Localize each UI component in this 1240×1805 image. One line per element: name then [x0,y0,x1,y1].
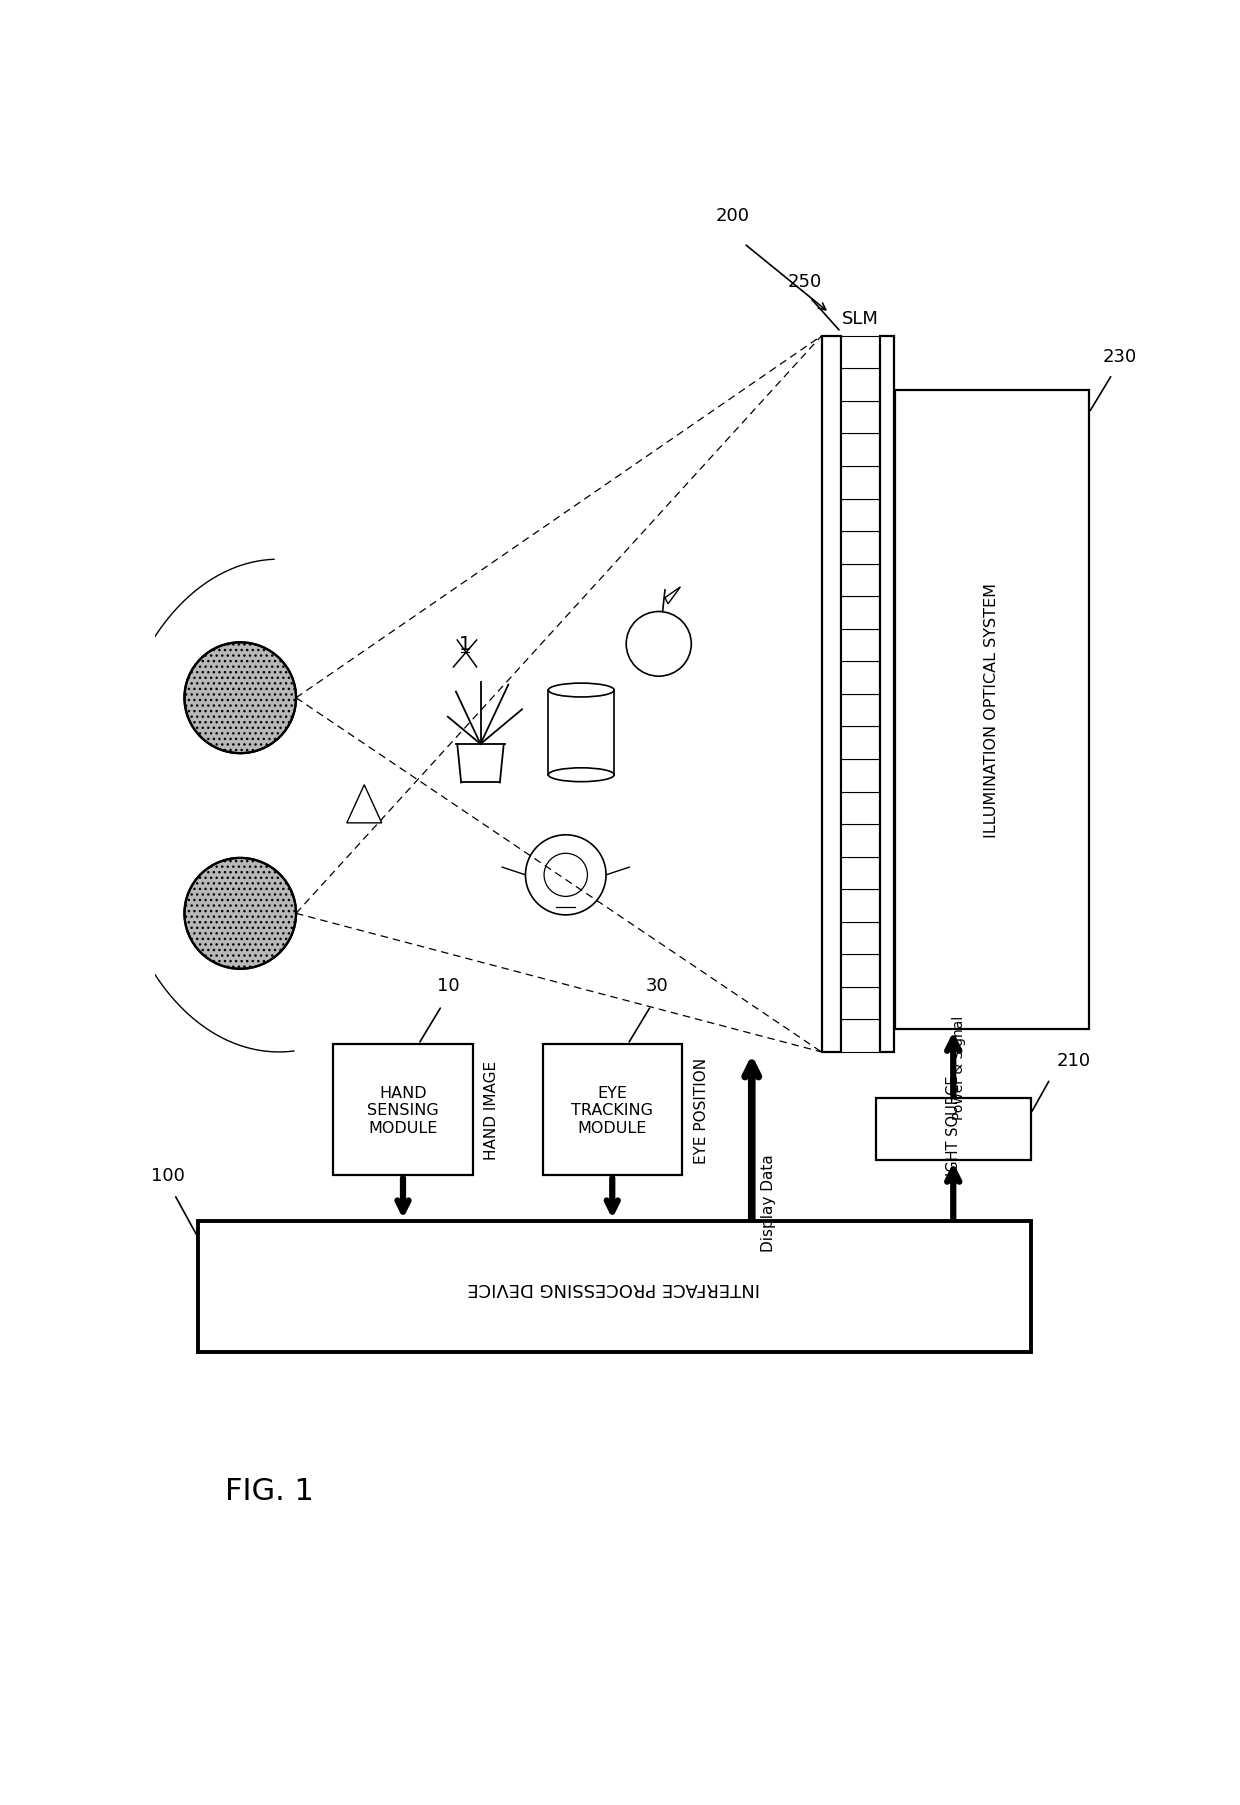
FancyBboxPatch shape [841,630,879,662]
FancyBboxPatch shape [334,1045,472,1175]
FancyBboxPatch shape [841,695,879,727]
FancyBboxPatch shape [841,922,879,955]
FancyBboxPatch shape [841,467,879,500]
Text: HAND
SENSING
MODULE: HAND SENSING MODULE [367,1085,439,1135]
Text: 230: 230 [1102,348,1137,366]
FancyBboxPatch shape [841,403,879,435]
Text: Display Data: Display Data [761,1153,776,1251]
FancyBboxPatch shape [841,565,879,597]
Text: EYE POSITION: EYE POSITION [693,1058,708,1162]
FancyBboxPatch shape [841,857,879,890]
Text: 100: 100 [151,1166,185,1184]
Circle shape [185,859,296,969]
FancyBboxPatch shape [841,597,879,630]
FancyBboxPatch shape [841,500,879,532]
FancyBboxPatch shape [543,1045,682,1175]
Text: 250: 250 [787,273,822,291]
FancyBboxPatch shape [197,1222,1030,1352]
FancyBboxPatch shape [841,825,879,857]
Text: 1: 1 [459,635,471,653]
FancyBboxPatch shape [841,1020,879,1052]
Circle shape [185,643,296,754]
Text: Power & Signal: Power & Signal [952,1016,966,1119]
FancyBboxPatch shape [841,370,879,403]
FancyBboxPatch shape [841,987,879,1020]
Text: 210: 210 [1056,1051,1090,1069]
FancyBboxPatch shape [841,435,879,467]
FancyBboxPatch shape [841,955,879,987]
Text: 10: 10 [436,977,459,995]
FancyBboxPatch shape [841,662,879,695]
FancyBboxPatch shape [841,727,879,760]
Text: FIG. 1: FIG. 1 [224,1476,314,1505]
FancyBboxPatch shape [821,338,841,1052]
Text: SLM: SLM [842,309,879,327]
Text: LIGHT SOURCE: LIGHT SOURCE [946,1076,961,1184]
Text: 200: 200 [715,208,749,226]
Text: HAND IMAGE: HAND IMAGE [485,1061,500,1159]
FancyBboxPatch shape [841,338,879,370]
FancyBboxPatch shape [875,1099,1030,1161]
Text: EYE
TRACKING
MODULE: EYE TRACKING MODULE [572,1085,653,1135]
Text: INTERFACE PROCESSING DEVICE: INTERFACE PROCESSING DEVICE [467,1278,760,1296]
Text: 30: 30 [646,977,668,995]
FancyBboxPatch shape [895,390,1089,1029]
FancyBboxPatch shape [879,338,894,1052]
Text: ILLUMINATION OPTICAL SYSTEM: ILLUMINATION OPTICAL SYSTEM [985,583,999,838]
FancyBboxPatch shape [841,792,879,825]
FancyBboxPatch shape [841,532,879,565]
FancyBboxPatch shape [841,760,879,792]
FancyBboxPatch shape [841,890,879,922]
